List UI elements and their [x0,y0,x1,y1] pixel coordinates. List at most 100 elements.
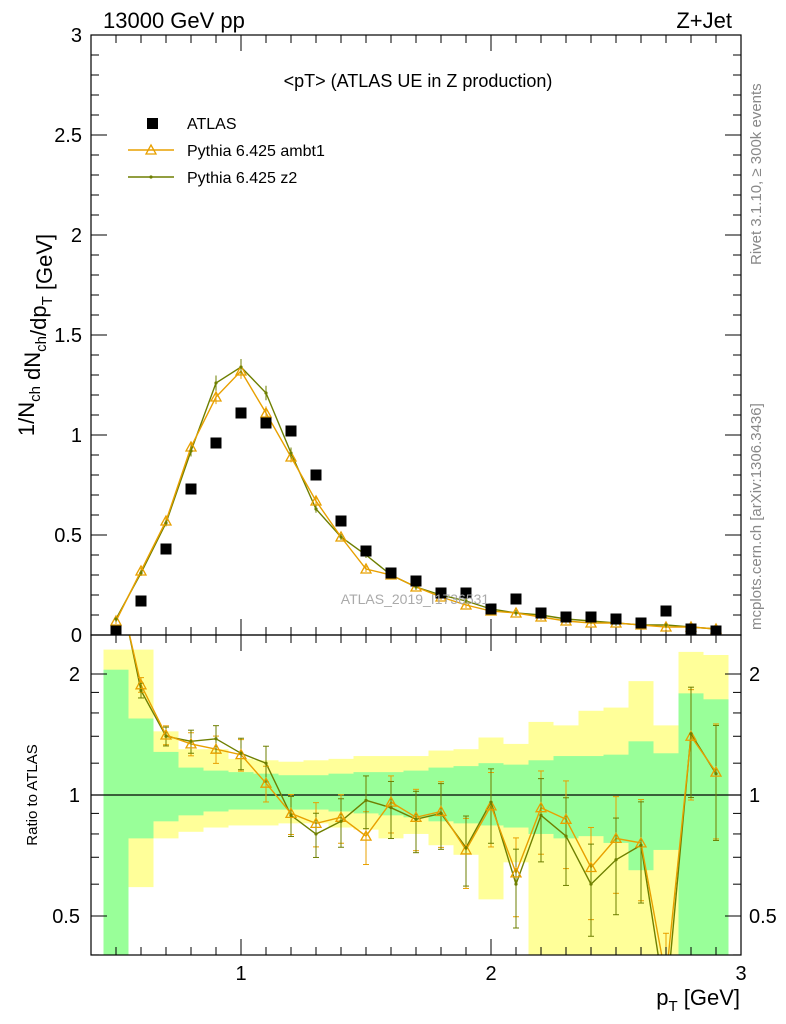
header-left: 13000 GeV pp [103,8,245,33]
atlas-point [285,425,297,437]
legend-z2-label: Pythia 6.425 z2 [187,170,297,187]
x-tick-label: 2 [485,963,496,985]
ratio-ambt1-point [434,805,448,817]
atlas-point [535,607,547,619]
z2-point [464,599,468,603]
ratio-z2-point [114,570,117,573]
z2-point [339,535,343,539]
legend-z2-marker [149,175,153,179]
atlas-point [410,575,422,587]
ratio-plot: 0.5 0.5 1 1 2 2 1 2 3 Ratio to ATLAS pT [GeV] [24,570,777,1015]
ambt1-point [159,514,173,526]
ratio-ambt1-point [111,571,121,580]
ambt1-point [509,606,523,618]
ratio-z2-point [689,732,693,736]
z2-point [289,451,293,455]
ratio-ambt1-point [184,737,198,749]
atlas-point [585,611,597,623]
ratio-ambt1-point [159,728,173,740]
ratio-z2-point [614,858,618,862]
ratio-ambt1-point [259,776,273,788]
ratio-ambt1-point [359,829,373,841]
ratio-ambt1-point [634,836,648,848]
ambt1-point [109,614,123,626]
atlas-point [685,623,697,635]
legend: ATLAS Pythia 6.425 ambt1 Pythia 6.425 z2 [128,116,325,187]
ratio-y-tick-label: 0.5 [52,906,80,928]
ratio-z2-point [164,734,168,738]
atlas-point [210,437,222,449]
ratio-y-tick-label-right: 0.5 [749,906,777,928]
inner-band-bin [128,718,154,839]
ratio-z2-point [539,813,543,817]
atlas-point [160,543,172,555]
top-y-axis-label: 1/Nch dNch/dpT [GeV] [14,234,57,436]
atlas-point [560,611,572,623]
legend-ambt1-label: Pythia 6.425 ambt1 [187,143,325,160]
ratio-ambt1-point [534,801,548,813]
ratio-ambt1-point [661,973,671,982]
ratio-z2-point [139,688,143,693]
ratio-z2-point [239,751,243,755]
ratio-y-axis-label: Ratio to ATLAS [24,744,41,845]
ratio-ambt1-point [134,678,148,690]
ratio-z2-point [489,800,493,804]
top-y-tick-label: 0 [71,625,82,647]
ratio-frame [90,634,742,956]
atlas-point [460,587,472,599]
ambt1-point [284,450,298,462]
ratio-ambt1-point [309,817,323,829]
atlas-point [485,603,497,615]
atlas-point [710,625,722,635]
ratio-y-tick-label: 2 [69,664,80,686]
ratio-z2-point [289,813,293,817]
top-y-tick-label: 1 [71,425,82,447]
legend-ambt1-marker [144,143,158,155]
ratio-z2-point [714,772,718,776]
ratio-z2-point [564,834,568,838]
z2-point [314,507,318,511]
ratio-data [111,570,723,982]
ambt1-point [309,494,323,506]
ambt1-point [209,390,223,402]
ratio-z2-point [589,882,593,886]
ratio-ambt1-point [234,748,248,760]
header-right: Z+Jet [676,8,732,33]
top-y-tick-label: 1.5 [54,325,82,347]
top-data [109,358,723,635]
top-y-tick-label: 2.5 [54,125,82,147]
ratio-ambt1-point [284,807,298,819]
z2-point [164,521,168,525]
inner-band-bin [153,751,179,822]
atlas-point [260,417,272,429]
inner-band-bin [228,772,254,810]
atlas-point [185,483,197,495]
rivet-label: Rivet 3.1.10, ≥ 300k events [748,83,765,265]
atlas-point [110,625,122,635]
x-axis-label: pT [GeV] [656,985,740,1015]
ratio-z2-point [364,798,368,802]
ambt1-point [659,620,673,632]
ratio-z2-point [264,761,268,765]
x-tick-label: 1 [235,963,246,985]
z2-point [114,617,118,621]
plot-title: <pT> (ATLAS UE in Z production) [284,71,553,91]
ratio-y-tick-label-right: 1 [749,785,760,807]
atlas-point [360,545,372,557]
top-y-tick-label: 0.5 [54,525,82,547]
ratio-ambt1-point [459,843,473,855]
atlas-point [335,515,347,527]
ratio-z2-point [314,832,318,836]
z2-point [189,449,193,453]
x-tick-label: 3 [735,963,746,985]
ratio-ambt1-point [609,832,623,844]
ambt1-point [359,562,373,574]
inner-band-bin [578,756,604,837]
top-y-tick-label: 3 [71,25,82,47]
ratio-ambt1-point [709,765,723,777]
ratio-ambt1-point [509,866,523,878]
inner-band-bin [503,764,529,828]
atlas-point [660,605,672,617]
atlas-point [435,587,447,599]
